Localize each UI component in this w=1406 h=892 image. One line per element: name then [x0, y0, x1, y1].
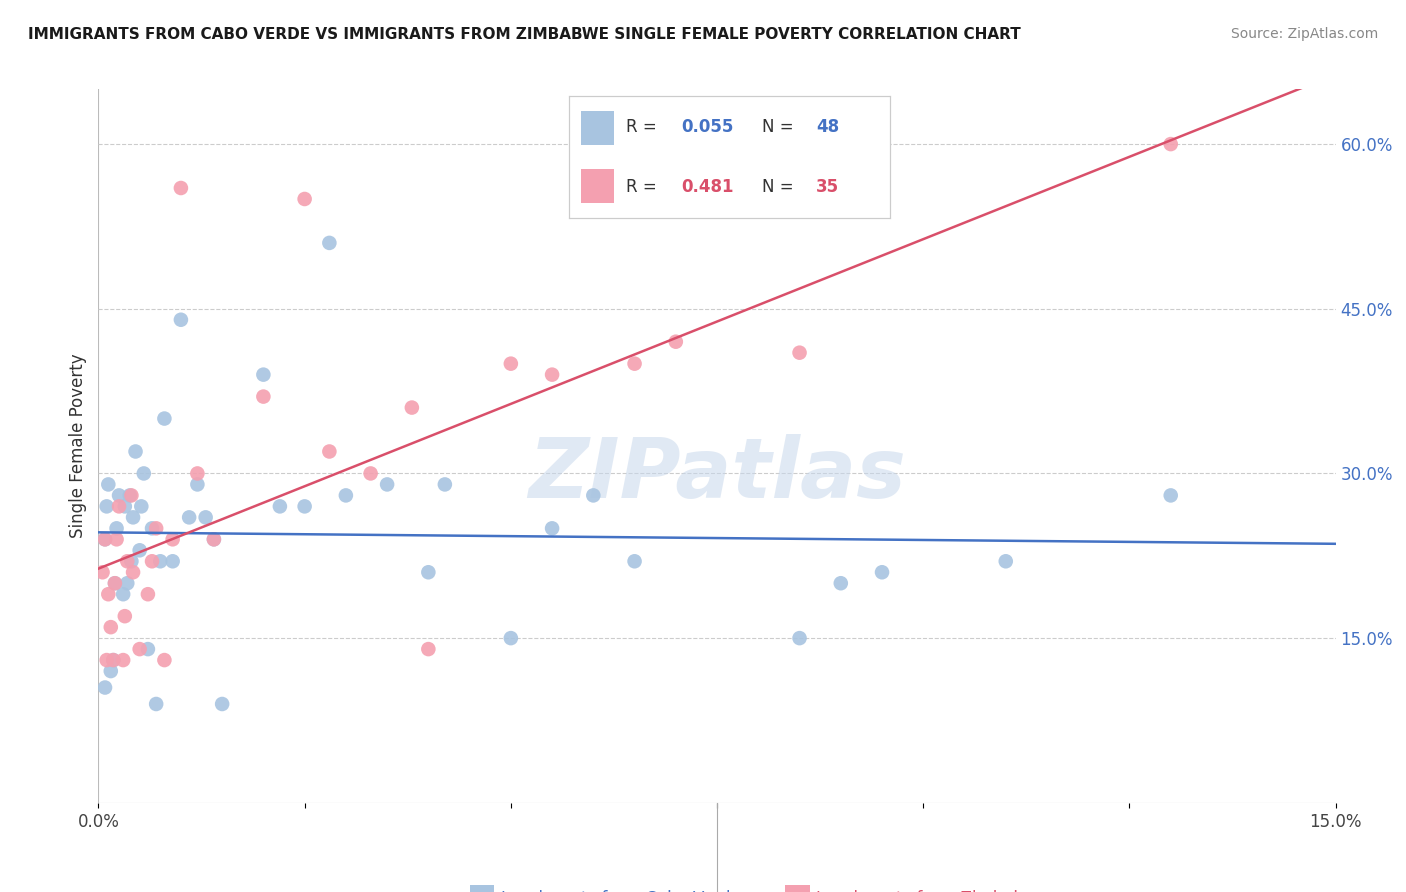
Point — [122, 510, 145, 524]
Point — [162, 533, 184, 547]
Point — [128, 543, 150, 558]
Point — [145, 697, 167, 711]
Point — [149, 554, 172, 568]
Text: IMMIGRANTS FROM CABO VERDE VS IMMIGRANTS FROM ZIMBABWE SINGLE FEMALE POVERTY COR: IMMIGRANTS FROM CABO VERDE VS IMMIGRANTS… — [28, 27, 1021, 42]
FancyBboxPatch shape — [785, 885, 810, 892]
Point — [360, 467, 382, 481]
Text: Immigrants from Zimbabwe: Immigrants from Zimbabwe — [815, 890, 1047, 892]
Point — [128, 642, 150, 657]
Point — [153, 411, 176, 425]
Point — [318, 235, 340, 250]
Point — [623, 554, 645, 568]
Point — [401, 401, 423, 415]
Point — [103, 653, 125, 667]
Point — [194, 510, 217, 524]
Point — [318, 444, 340, 458]
Point — [582, 488, 605, 502]
Point — [136, 642, 159, 657]
Point — [499, 357, 522, 371]
FancyBboxPatch shape — [470, 885, 495, 892]
Y-axis label: Single Female Poverty: Single Female Poverty — [69, 354, 87, 538]
Point — [94, 533, 117, 547]
Point — [665, 334, 688, 349]
Point — [170, 181, 193, 195]
Point — [789, 345, 811, 359]
Point — [994, 554, 1017, 568]
Point — [118, 488, 141, 502]
Point — [418, 566, 440, 580]
Point — [117, 554, 139, 568]
Point — [252, 368, 274, 382]
Point — [433, 477, 456, 491]
Point — [112, 653, 135, 667]
Point — [541, 521, 564, 535]
Point — [114, 609, 136, 624]
Point — [623, 357, 645, 371]
Point — [94, 681, 117, 695]
Point — [97, 477, 120, 491]
Point — [418, 642, 440, 657]
Point — [105, 533, 128, 547]
Point — [96, 500, 118, 514]
Point — [145, 521, 167, 535]
Point — [179, 510, 201, 524]
Text: ZIPatlas: ZIPatlas — [529, 434, 905, 515]
Point — [789, 631, 811, 645]
Point — [202, 533, 225, 547]
Point — [136, 587, 159, 601]
Point — [1160, 488, 1182, 502]
Point — [103, 653, 125, 667]
Point — [100, 664, 122, 678]
Point — [870, 566, 893, 580]
Point — [252, 390, 274, 404]
Point — [112, 587, 135, 601]
Point — [830, 576, 852, 591]
Point — [162, 554, 184, 568]
Point — [170, 312, 193, 326]
Point — [94, 533, 117, 547]
Point — [105, 521, 128, 535]
Point — [269, 500, 291, 514]
Point — [117, 576, 139, 591]
Text: Immigrants from Cabo Verde: Immigrants from Cabo Verde — [501, 890, 741, 892]
Point — [211, 697, 233, 711]
Point — [186, 477, 208, 491]
Point — [124, 444, 146, 458]
Point — [108, 500, 131, 514]
Point — [100, 620, 122, 634]
Point — [114, 500, 136, 514]
Point — [96, 653, 118, 667]
Point — [186, 467, 208, 481]
Point — [122, 566, 145, 580]
Point — [120, 554, 142, 568]
Text: Source: ZipAtlas.com: Source: ZipAtlas.com — [1230, 27, 1378, 41]
Point — [375, 477, 398, 491]
Point — [499, 631, 522, 645]
Point — [1160, 137, 1182, 152]
Point — [120, 488, 142, 502]
Point — [153, 653, 176, 667]
Point — [294, 500, 316, 514]
Point — [104, 576, 127, 591]
Point — [335, 488, 357, 502]
Point — [294, 192, 316, 206]
Point — [131, 500, 153, 514]
Point — [202, 533, 225, 547]
Point — [108, 488, 131, 502]
Point — [132, 467, 155, 481]
Point — [141, 554, 163, 568]
Point — [91, 566, 114, 580]
Point — [104, 576, 127, 591]
Point — [141, 521, 163, 535]
Point — [97, 587, 120, 601]
Point — [541, 368, 564, 382]
